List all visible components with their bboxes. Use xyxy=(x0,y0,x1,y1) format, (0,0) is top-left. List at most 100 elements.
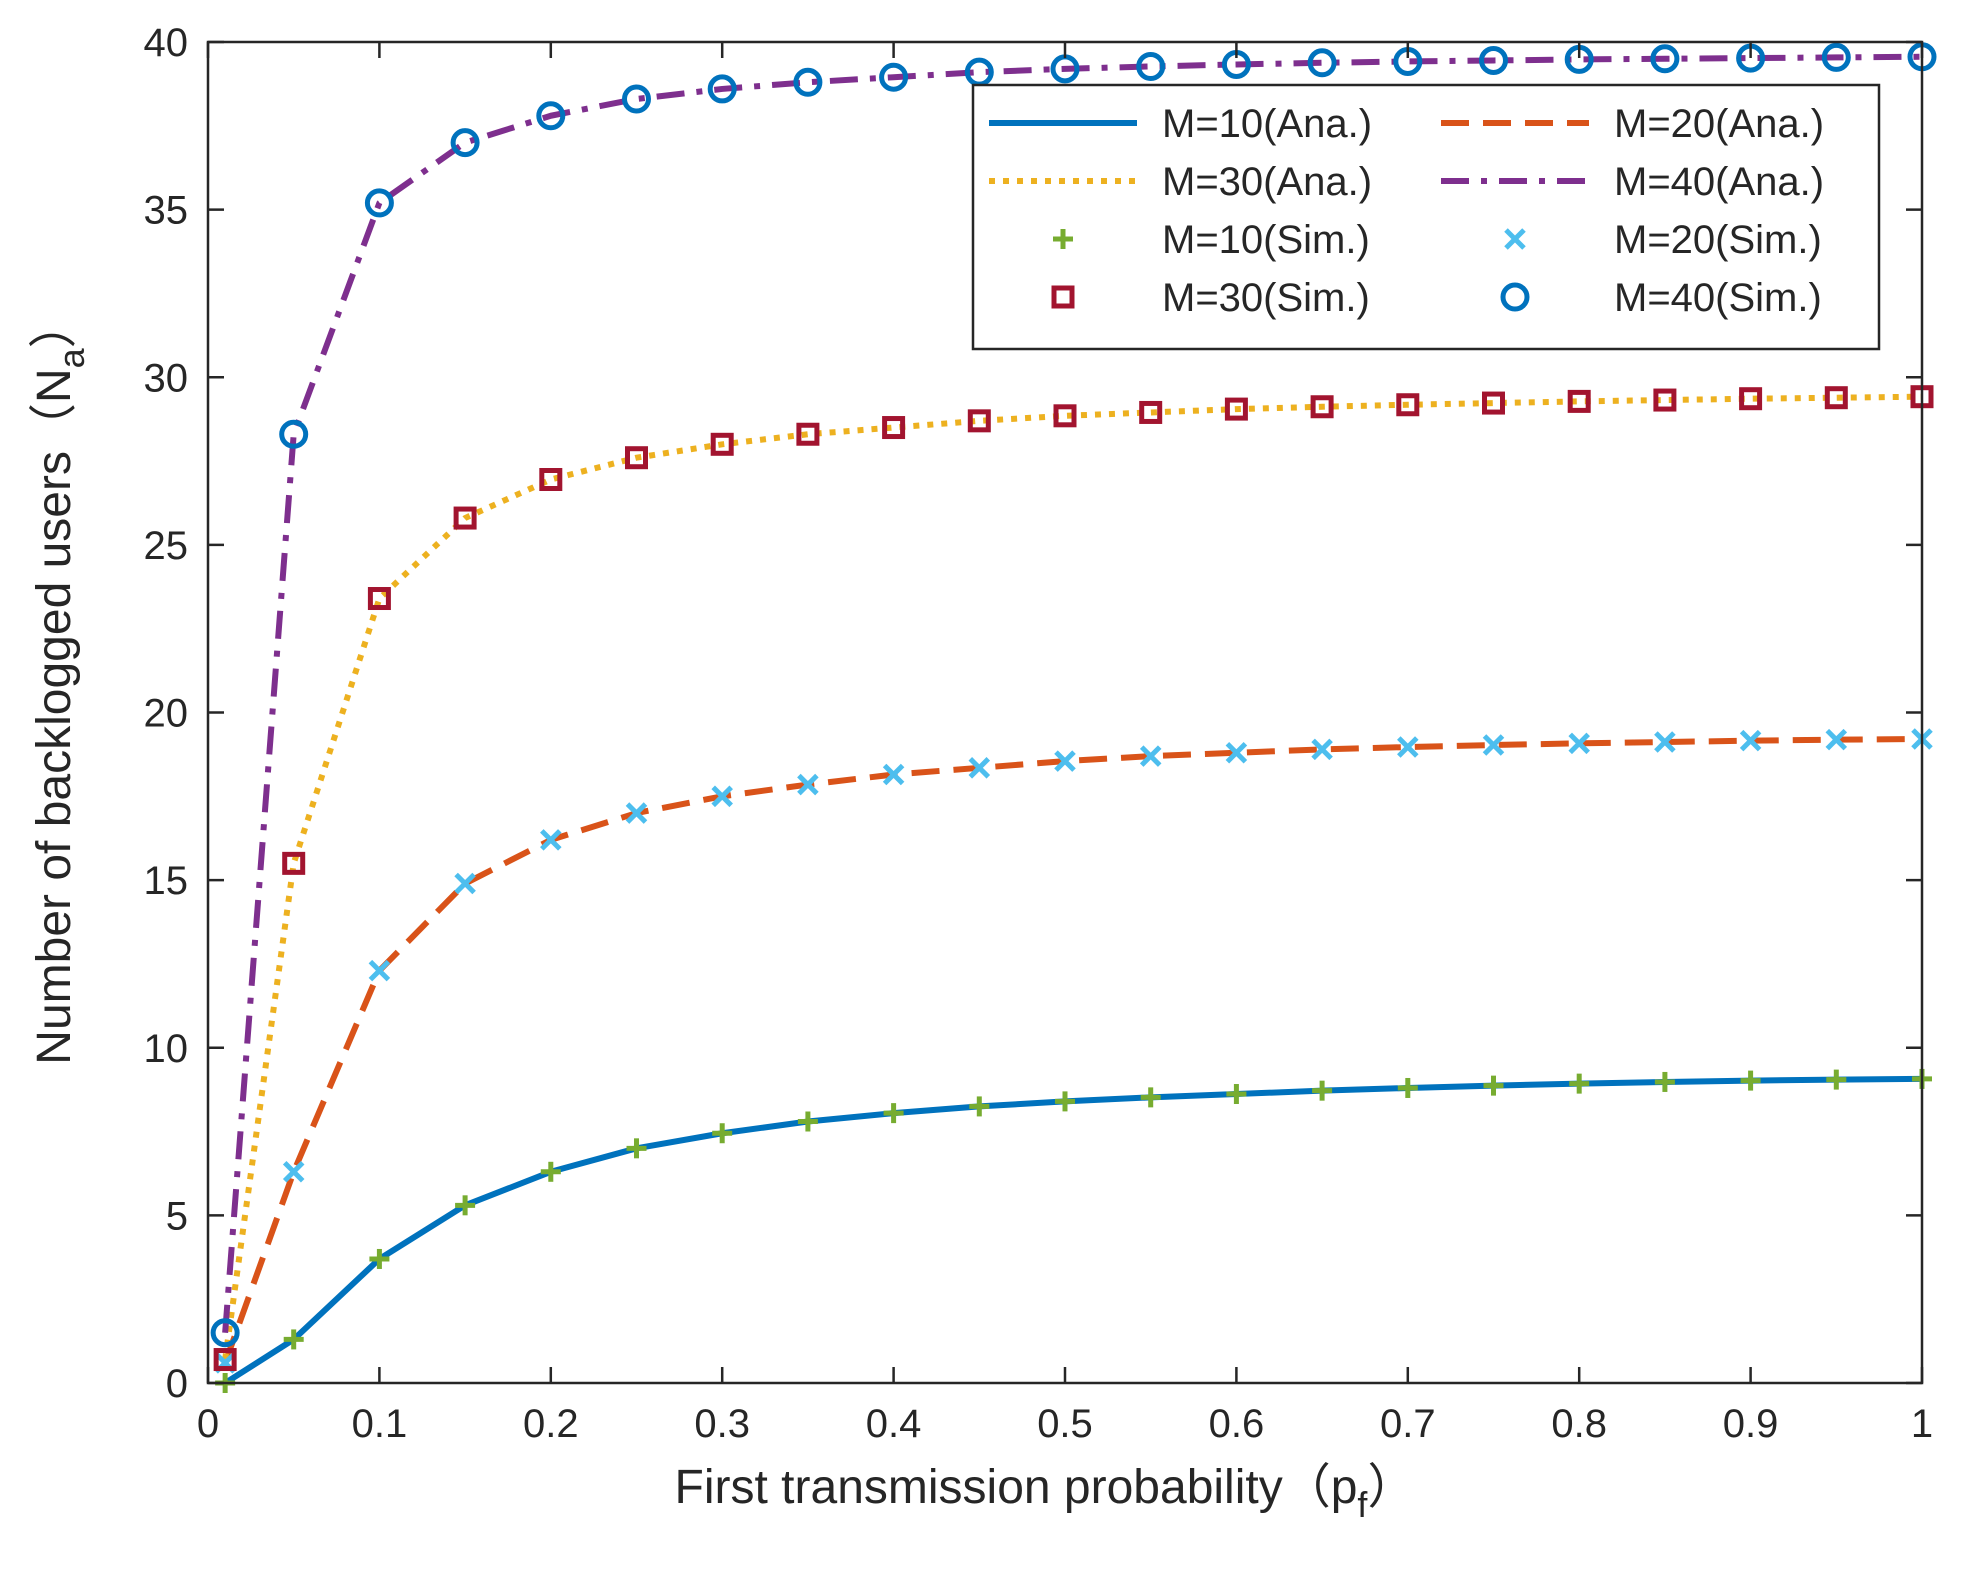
data-point xyxy=(1226,1084,1247,1105)
legend-marker-swatch xyxy=(1504,228,1526,250)
legend-marker-swatch-b xyxy=(1504,228,1526,250)
y-tick-label: 5 xyxy=(166,1194,188,1238)
data-point xyxy=(282,1161,305,1183)
x-tick-label: 1 xyxy=(1911,1402,1933,1446)
ticks-layer: 0 0.1 0.2 0.3 0.4 0.5 0.6 0.7 0.8 0.9 105101520253… xyxy=(144,21,1934,1446)
data-point xyxy=(210,1318,240,1348)
data-point-b xyxy=(1311,738,1333,761)
data-point xyxy=(1055,1091,1075,1112)
x-tick-label: 0.7 xyxy=(1380,1402,1436,1446)
data-point-b xyxy=(625,802,648,824)
x-tick-label: 0.9 xyxy=(1723,1402,1779,1446)
data-point-b xyxy=(1568,732,1590,755)
data-point-b xyxy=(882,763,905,786)
x-tick-label: 0.4 xyxy=(866,1402,922,1446)
data-point-b xyxy=(1482,734,1505,756)
data-point xyxy=(368,959,391,982)
data-point xyxy=(1654,731,1676,753)
data-point xyxy=(1739,729,1762,752)
legend-entry: M=30(Sim.) xyxy=(1051,276,1370,320)
data-point xyxy=(969,1096,990,1117)
x-tick-label: 0.8 xyxy=(1551,1402,1607,1446)
y-tick-label: 25 xyxy=(144,524,189,568)
data-point xyxy=(1482,391,1505,415)
data-point-b xyxy=(1139,745,1162,767)
y-axis-title-subscript: a xyxy=(51,347,92,368)
data-point xyxy=(1568,732,1590,755)
data-point xyxy=(1307,48,1337,78)
data-point xyxy=(279,419,309,449)
y-axis-title-paren: （N xyxy=(28,368,81,451)
data-point xyxy=(1482,734,1505,756)
data-point xyxy=(1311,738,1333,761)
data-point xyxy=(1396,393,1420,417)
data-point-b xyxy=(1225,741,1248,764)
data-point-b xyxy=(711,785,733,808)
x-tick-label: 0.2 xyxy=(523,1402,579,1446)
data-point xyxy=(797,1111,818,1132)
data-point xyxy=(712,1123,733,1144)
data-point xyxy=(540,1161,561,1182)
data-point-b xyxy=(540,829,562,851)
y-axis-title-text: Number of backlogged users xyxy=(28,451,81,1065)
legend-label: M=20(Ana.) xyxy=(1614,102,1824,146)
legend-label: M=30(Sim.) xyxy=(1162,276,1370,320)
data-point-b xyxy=(454,872,476,895)
data-point xyxy=(1739,387,1763,411)
legend-label: M=40(Ana.) xyxy=(1614,160,1824,204)
x-axis-title-close: ） xyxy=(1367,1461,1415,1514)
data-point xyxy=(1139,400,1163,424)
x-tick-label: 0.1 xyxy=(352,1402,408,1446)
legend-entry: M=20(Sim.) xyxy=(1504,218,1822,262)
data-point xyxy=(1397,736,1419,758)
x-tick-label: 0 xyxy=(197,1402,219,1446)
data-point xyxy=(882,416,906,440)
data-point xyxy=(454,872,476,895)
legend-label: M=40(Sim.) xyxy=(1614,276,1822,320)
data-point-b xyxy=(1739,729,1762,752)
data-point xyxy=(283,1329,304,1350)
legend-entry: M=20(Ana.) xyxy=(1441,102,1824,146)
data-point xyxy=(883,1103,904,1124)
series-markers-M=20(Sim.) xyxy=(214,728,1933,1374)
data-point xyxy=(364,188,394,218)
legend-marker-swatch xyxy=(1051,285,1075,309)
legend-entry: M=40(Sim.) xyxy=(1500,276,1822,320)
y-tick-label: 30 xyxy=(144,356,189,400)
data-point xyxy=(1310,395,1334,419)
data-point xyxy=(1569,1073,1590,1094)
data-point-b xyxy=(968,757,991,779)
data-point xyxy=(540,829,562,851)
y-tick-label: 0 xyxy=(166,1362,188,1406)
data-point xyxy=(213,1348,237,1372)
y-tick-label: 35 xyxy=(144,189,189,233)
data-point xyxy=(1479,45,1508,75)
x-axis-title-paren: （p xyxy=(1283,1461,1358,1514)
data-point xyxy=(797,773,819,796)
x-axis-title: First transmission probability（pf） xyxy=(675,1461,1416,1525)
data-point xyxy=(882,763,905,786)
data-point xyxy=(625,802,648,824)
y-tick-label: 40 xyxy=(144,21,189,65)
legend-label: M=20(Sim.) xyxy=(1614,218,1822,262)
data-point xyxy=(455,1195,476,1216)
legend-marker-swatch xyxy=(1053,229,1073,249)
data-point xyxy=(1140,1087,1161,1108)
legend-label: M=10(Sim.) xyxy=(1162,218,1370,262)
series-markers-M=40(Sim.) xyxy=(210,42,1937,1348)
data-point-b xyxy=(368,959,391,982)
data-point xyxy=(879,62,909,92)
series-line-M=40(Ana.) xyxy=(222,53,1923,1333)
data-point xyxy=(1650,44,1680,74)
legend-label: M=10(Ana.) xyxy=(1162,102,1372,146)
legend-entry: M=30(Ana.) xyxy=(989,160,1372,204)
data-point xyxy=(450,128,480,158)
data-point xyxy=(710,432,734,456)
data-point xyxy=(1654,1071,1675,1092)
data-point-b xyxy=(282,1161,305,1183)
series-markers-M=30(Sim.) xyxy=(213,385,1934,1372)
data-point xyxy=(1826,1069,1847,1090)
data-point xyxy=(367,587,391,611)
data-point xyxy=(625,446,648,470)
